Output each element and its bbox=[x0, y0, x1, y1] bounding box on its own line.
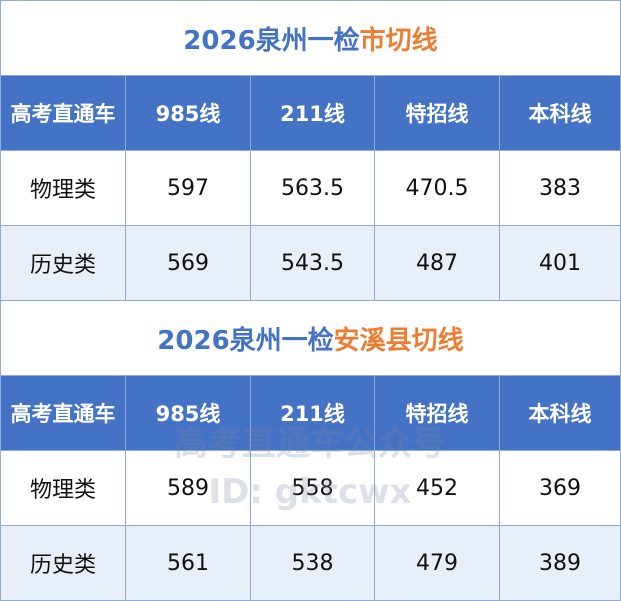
table-title: 2026泉州一检 市切线 bbox=[1, 1, 620, 76]
title-accent: 安溪县切线 bbox=[333, 325, 464, 356]
table-cell: 543.5 bbox=[251, 226, 375, 300]
table-cell: 558 bbox=[251, 451, 375, 525]
table-cell: 479 bbox=[375, 526, 500, 600]
table-row: 历史类 561 538 479 389 bbox=[1, 526, 620, 601]
table-cell: 538 bbox=[251, 526, 375, 600]
row-label: 历史类 bbox=[1, 526, 126, 600]
table-cell: 487 bbox=[375, 226, 500, 300]
header-row: 高考直通车 985线 211线 特招线 本科线 bbox=[1, 76, 620, 151]
column-header: 985线 bbox=[126, 76, 251, 150]
column-header: 985线 bbox=[126, 376, 251, 450]
row-label: 物理类 bbox=[1, 151, 126, 225]
table-cell: 452 bbox=[375, 451, 500, 525]
table-row: 历史类 569 543.5 487 401 bbox=[1, 226, 620, 301]
table-cell: 389 bbox=[539, 550, 581, 576]
table-cell: 470.5 bbox=[375, 151, 500, 225]
column-header: 211线 bbox=[251, 376, 375, 450]
title-main: 2026泉州一检 bbox=[157, 325, 334, 356]
table-cell: 597 bbox=[126, 151, 251, 225]
table-cell: 563.5 bbox=[251, 151, 375, 225]
column-header: 高考直通车 bbox=[1, 376, 126, 450]
table-cell: 561 bbox=[126, 526, 251, 600]
column-header: 本科线 bbox=[528, 402, 592, 426]
column-header: 特招线 bbox=[375, 76, 500, 150]
table-cell: 383 bbox=[539, 175, 581, 201]
table-row: 物理类 589 558 452 369 bbox=[1, 451, 620, 526]
header-row: 高考直通车 985线 211线 特招线 本科线 bbox=[1, 376, 620, 451]
column-header: 本科线 bbox=[528, 102, 592, 126]
table-row: 物理类 597 563.5 470.5 383 bbox=[1, 151, 620, 226]
column-header: 特招线 bbox=[375, 376, 500, 450]
table-cell: 401 bbox=[539, 250, 581, 276]
row-label: 历史类 bbox=[1, 226, 126, 300]
row-label: 物理类 bbox=[1, 451, 126, 525]
title-main: 2026泉州一检 bbox=[183, 25, 360, 56]
table-cell: 369 bbox=[539, 475, 581, 501]
table-cell: 569 bbox=[126, 226, 251, 300]
column-header: 高考直通车 bbox=[1, 76, 126, 150]
column-header: 211线 bbox=[251, 76, 375, 150]
table-title: 2026泉州一检 安溪县切线 bbox=[1, 301, 620, 376]
title-accent: 市切线 bbox=[359, 25, 438, 56]
table-cell: 589 bbox=[126, 451, 251, 525]
